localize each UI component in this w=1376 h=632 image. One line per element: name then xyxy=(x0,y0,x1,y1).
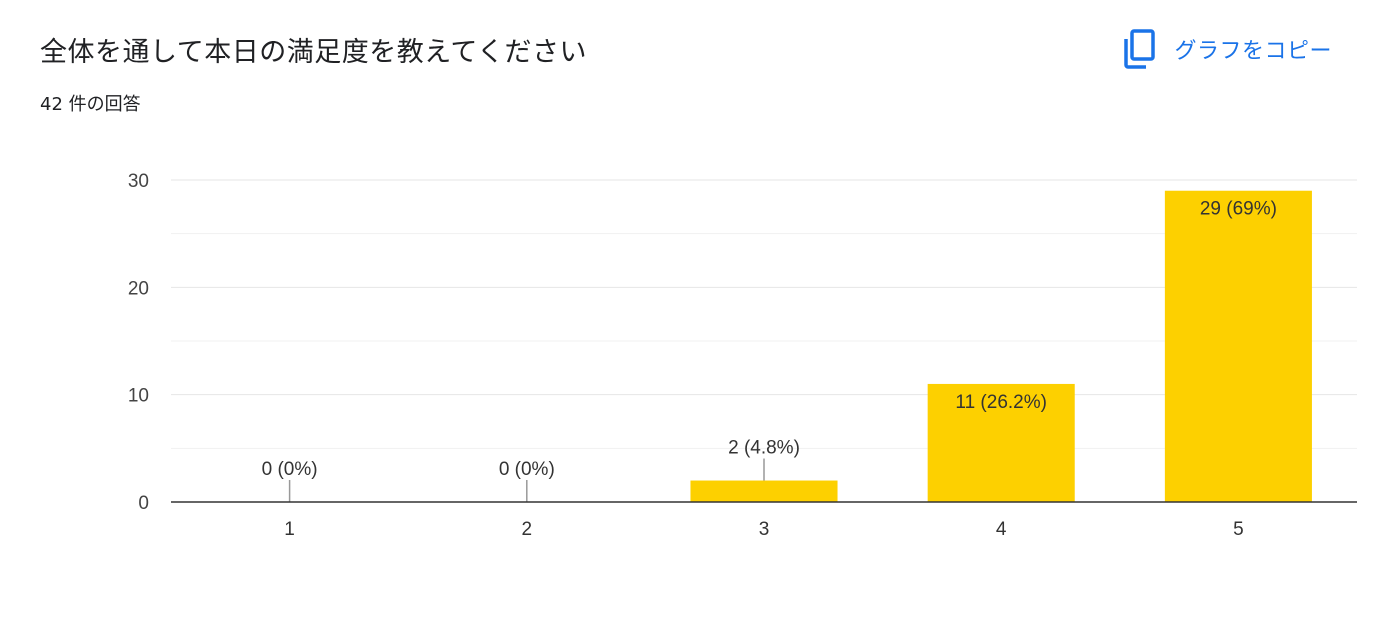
x-tick-label: 5 xyxy=(1233,519,1244,540)
y-tick-label: 10 xyxy=(128,386,149,407)
y-tick-label: 20 xyxy=(128,278,149,299)
data-label: 29 (69%) xyxy=(1200,199,1277,220)
data-label: 2 (4.8%) xyxy=(728,438,800,459)
bar xyxy=(927,383,1075,502)
copy-icon xyxy=(1124,29,1156,69)
x-tick-label: 1 xyxy=(284,519,295,540)
copy-chart-button[interactable]: グラフをコピー xyxy=(1122,26,1332,72)
bar-chart: 0 10 20 30 0 (0%) 1 0 (0%) 2 2 (4.8%) 3 11 (26.2%)… xyxy=(128,171,1357,540)
y-tick-label: 0 xyxy=(138,493,149,514)
x-tick-label: 3 xyxy=(759,519,770,540)
data-label: 0 (0%) xyxy=(499,459,555,480)
y-tick-label: 30 xyxy=(128,171,149,192)
x-tick-label: 2 xyxy=(522,519,533,540)
copy-chart-label: グラフをコピー xyxy=(1174,39,1332,64)
response-count: 42 件の回答 xyxy=(40,94,141,115)
x-tick-label: 4 xyxy=(996,519,1007,540)
data-label: 11 (26.2%) xyxy=(955,392,1047,413)
data-label: 0 (0%) xyxy=(262,459,318,480)
bar xyxy=(1164,190,1312,502)
bar xyxy=(690,480,838,502)
chart-title: 全体を通して本日の満足度を教えてください xyxy=(40,37,588,68)
